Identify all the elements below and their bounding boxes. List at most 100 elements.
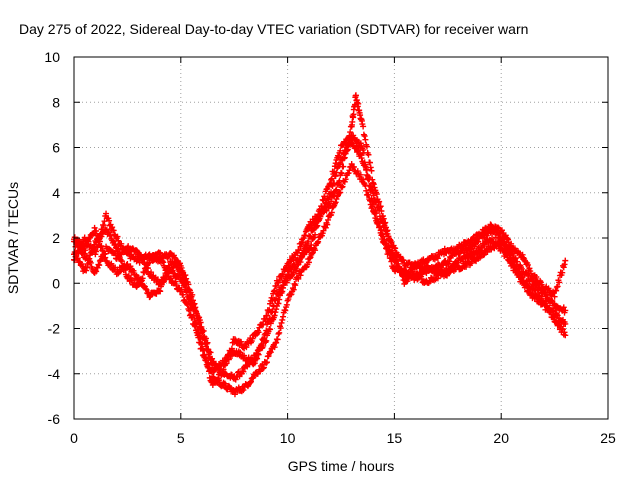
data-point [504, 235, 511, 242]
data-point [358, 155, 365, 162]
data-point [199, 345, 206, 352]
x-tick-label: 20 [493, 430, 509, 446]
data-point [271, 312, 278, 319]
data-point [562, 320, 569, 327]
data-point [205, 364, 212, 371]
data-point [480, 252, 487, 259]
y-tick-label: 6 [52, 140, 60, 156]
data-point [519, 251, 526, 258]
data-point [546, 287, 553, 294]
data-point [340, 163, 347, 170]
data-point [479, 229, 486, 236]
data-point [164, 268, 171, 275]
data-point [158, 255, 165, 262]
data-point [93, 239, 100, 246]
data-point [306, 255, 313, 262]
data-point [142, 285, 149, 292]
data-point [522, 281, 529, 288]
data-point [267, 315, 274, 322]
data-point [302, 232, 309, 239]
data-point [487, 221, 494, 228]
data-point [367, 186, 374, 193]
data-point [380, 215, 387, 222]
x-axis-title: GPS time / hours [288, 458, 395, 474]
data-point [454, 247, 461, 254]
data-point [167, 275, 174, 282]
data-point [335, 153, 342, 160]
data-point [337, 147, 344, 154]
data-point [332, 199, 339, 206]
x-tick-label: 5 [177, 430, 185, 446]
data-point [249, 335, 256, 342]
data-point [305, 238, 312, 245]
data-point [328, 175, 335, 182]
data-point [74, 255, 81, 262]
data-point [143, 286, 150, 293]
data-point [277, 288, 284, 295]
data-point [379, 212, 386, 219]
data-point [561, 329, 568, 336]
data-point [228, 345, 235, 352]
data-point [86, 255, 93, 262]
data-point [332, 160, 339, 167]
data-point [463, 242, 470, 249]
data-point [222, 380, 229, 387]
data-point [333, 186, 340, 193]
data-point [215, 375, 222, 382]
data-point [315, 211, 322, 218]
data-point [424, 262, 431, 269]
data-point [371, 184, 378, 191]
chart-title: Day 275 of 2022, Sidereal Day-to-day VTE… [19, 21, 528, 37]
data-point [293, 265, 300, 272]
data-point [128, 276, 135, 283]
data-point [276, 329, 283, 336]
grid [74, 57, 608, 419]
series-track-1 [71, 138, 569, 383]
data-point [267, 326, 274, 333]
data-point [309, 227, 316, 234]
data-point [160, 259, 167, 266]
data-point [434, 275, 441, 282]
data-point [138, 252, 145, 259]
data-point [231, 391, 238, 398]
data-point [130, 267, 137, 274]
data-point [484, 249, 491, 256]
data-point [551, 293, 558, 300]
data-point [271, 287, 278, 294]
data-point [551, 314, 558, 321]
data-point [187, 311, 194, 318]
data-point [441, 268, 448, 275]
data-point [76, 238, 83, 245]
data-point [331, 192, 338, 199]
data-point [331, 200, 338, 207]
data-point [153, 254, 160, 261]
data-point [376, 204, 383, 211]
data-point [553, 287, 560, 294]
data-point [495, 240, 502, 247]
data-point [267, 349, 274, 356]
data-point [157, 288, 164, 295]
data-point [279, 270, 286, 277]
data-point [328, 198, 335, 205]
data-point [327, 202, 334, 209]
data-point [460, 258, 467, 265]
data-point [468, 245, 475, 252]
data-point [332, 187, 339, 194]
data-point [376, 198, 383, 205]
data-point [402, 267, 409, 274]
data-point [260, 335, 267, 342]
y-axis-title: SDTVAR / TECUs [5, 182, 21, 294]
data-point [270, 302, 277, 309]
data-point [338, 184, 345, 191]
data-point [366, 159, 373, 166]
data-point [178, 286, 185, 293]
data-point [255, 351, 262, 358]
series-track-2 [71, 160, 569, 398]
data-point [285, 262, 292, 269]
data-point [83, 242, 90, 249]
data-point [368, 167, 375, 174]
data-point [389, 247, 396, 254]
data-point [186, 307, 193, 314]
data-point [159, 258, 166, 265]
data-point [463, 263, 470, 270]
